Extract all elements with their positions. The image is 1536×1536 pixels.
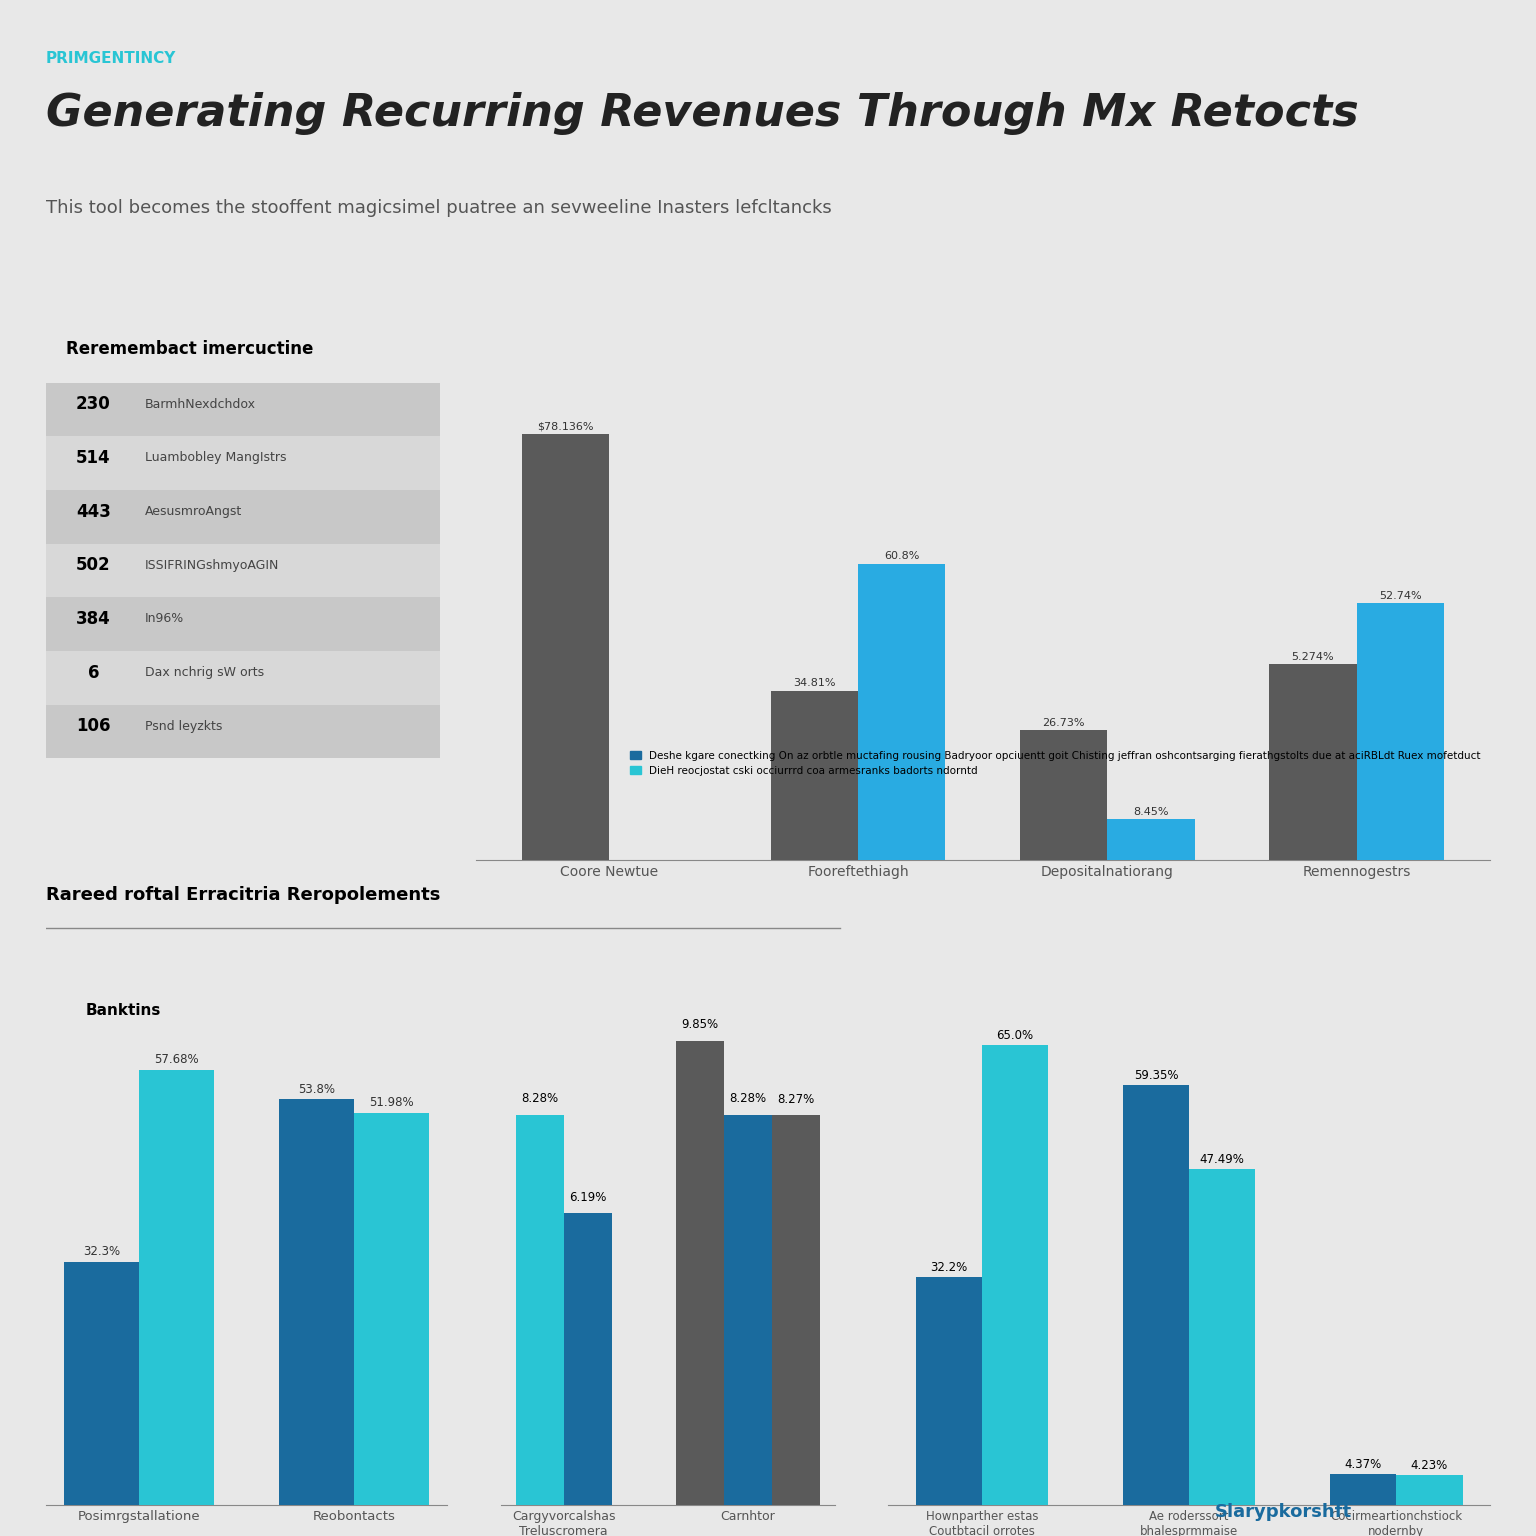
Bar — [1269, 664, 1356, 860]
Text: Slarypkorshft: Slarypkorshft — [1215, 1502, 1352, 1521]
Text: 5.274%: 5.274% — [1292, 651, 1335, 662]
Text: Rareed roftal Erracitria Reropolements: Rareed roftal Erracitria Reropolements — [46, 886, 441, 905]
Text: Luambobley MangIstrs: Luambobley MangIstrs — [144, 452, 286, 464]
FancyBboxPatch shape — [46, 490, 441, 544]
Text: Psnd leyzkts: Psnd leyzkts — [144, 720, 223, 733]
Text: 9.85%: 9.85% — [682, 1018, 719, 1031]
Bar — [1356, 604, 1444, 860]
Bar — [516, 1115, 564, 1505]
Bar — [353, 1114, 429, 1505]
Text: Banktins: Banktins — [86, 1003, 161, 1018]
Text: 4.37%: 4.37% — [1344, 1458, 1382, 1471]
Bar — [1123, 1086, 1189, 1505]
Text: 6: 6 — [88, 664, 100, 682]
Bar — [771, 1115, 820, 1505]
Bar — [522, 435, 610, 860]
Bar — [915, 1278, 982, 1505]
Legend: Deshe kgare conectking On az orbtle muctafing rousing Badryoor opciuentt goit Ch: Deshe kgare conectking On az orbtle muct… — [627, 746, 1485, 780]
Text: BarmhNexdchdox: BarmhNexdchdox — [144, 398, 255, 410]
Text: 60.8%: 60.8% — [885, 551, 920, 561]
Text: Generating Recurring Revenues Through Mx Retocts: Generating Recurring Revenues Through Mx… — [46, 92, 1359, 135]
Text: This tool becomes the stooffent magicsimel puatree an sevweeline Inasters lefclt: This tool becomes the stooffent magicsim… — [46, 198, 833, 217]
FancyBboxPatch shape — [46, 598, 441, 651]
Bar — [1107, 819, 1195, 860]
Bar — [1330, 1475, 1396, 1505]
Text: 8.45%: 8.45% — [1134, 806, 1169, 817]
Bar — [280, 1100, 353, 1505]
Text: AesusmroAngst: AesusmroAngst — [144, 505, 243, 518]
Text: In96%: In96% — [144, 613, 184, 625]
Text: 8.28%: 8.28% — [730, 1092, 766, 1106]
Text: 52.74%: 52.74% — [1379, 591, 1421, 601]
Bar — [65, 1261, 140, 1505]
Text: 514: 514 — [77, 449, 111, 467]
Text: 57.68%: 57.68% — [155, 1054, 200, 1066]
Text: 26.73%: 26.73% — [1043, 717, 1084, 728]
Text: 32.3%: 32.3% — [83, 1244, 120, 1258]
FancyBboxPatch shape — [46, 705, 441, 759]
Text: 4.23%: 4.23% — [1410, 1459, 1448, 1471]
Text: 8.28%: 8.28% — [521, 1092, 558, 1106]
FancyBboxPatch shape — [46, 382, 441, 436]
Text: 32.2%: 32.2% — [931, 1261, 968, 1273]
Text: 384: 384 — [77, 610, 111, 628]
Text: 443: 443 — [75, 502, 111, 521]
Text: PRIMGENTINCY: PRIMGENTINCY — [46, 51, 177, 66]
Bar — [723, 1115, 771, 1505]
Text: 47.49%: 47.49% — [1200, 1154, 1244, 1166]
Text: 6.19%: 6.19% — [568, 1190, 607, 1204]
Text: 106: 106 — [77, 717, 111, 736]
Text: 230: 230 — [77, 395, 111, 413]
Text: Reremembact imercuctine: Reremembact imercuctine — [66, 339, 313, 358]
Text: 502: 502 — [77, 556, 111, 574]
FancyBboxPatch shape — [46, 651, 441, 705]
Bar — [676, 1041, 723, 1505]
Bar — [140, 1071, 215, 1505]
Bar — [771, 691, 859, 860]
Bar — [1020, 730, 1107, 860]
Text: 65.0%: 65.0% — [997, 1029, 1034, 1041]
Bar — [564, 1213, 611, 1505]
FancyBboxPatch shape — [46, 436, 441, 490]
Text: 51.98%: 51.98% — [369, 1097, 413, 1109]
Text: ISSIFRINGshmyoAGIN: ISSIFRINGshmyoAGIN — [144, 559, 280, 571]
Bar — [859, 564, 946, 860]
FancyBboxPatch shape — [46, 544, 441, 598]
Text: Dax nchrig sW orts: Dax nchrig sW orts — [144, 667, 264, 679]
Bar — [1189, 1169, 1255, 1505]
Bar — [982, 1046, 1048, 1505]
Text: 59.35%: 59.35% — [1134, 1069, 1178, 1081]
Bar — [1396, 1476, 1462, 1505]
Text: 34.81%: 34.81% — [794, 679, 836, 688]
Text: 53.8%: 53.8% — [298, 1083, 335, 1095]
Text: 8.27%: 8.27% — [777, 1092, 814, 1106]
Text: $78.136%: $78.136% — [538, 422, 594, 432]
